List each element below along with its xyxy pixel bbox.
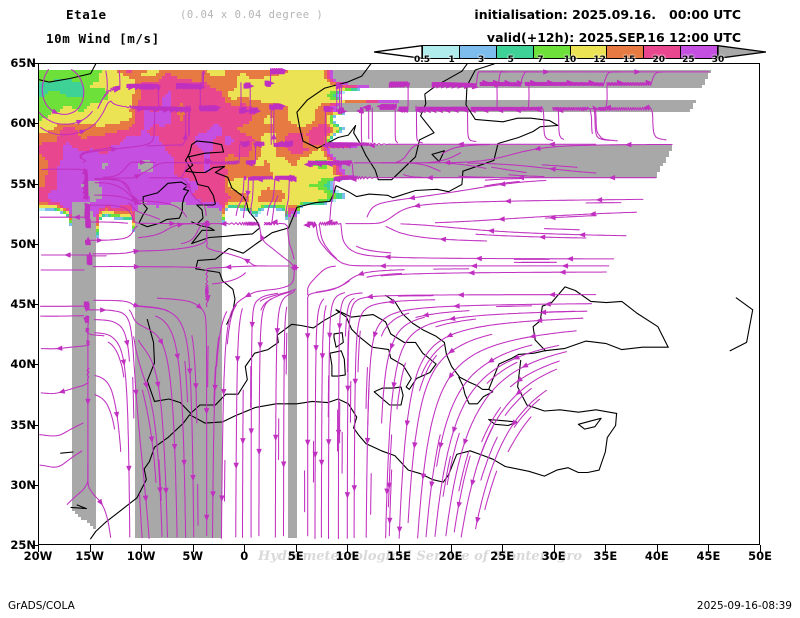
colorbar-tick-0.5: 0.5 [414, 55, 430, 65]
lon-tick-mark [89, 545, 91, 552]
colorbar-band-7 [680, 46, 717, 58]
lon-tick-mark [192, 545, 194, 552]
lon-tick-mark [760, 545, 761, 552]
colorbar-band-2 [495, 46, 533, 58]
footer-timestamp-label: 2025-09-16-08:39 [696, 600, 792, 612]
lon-tick-mark [708, 545, 710, 552]
colorbar-low-arrow-icon [374, 45, 422, 59]
colorbar-tick-15: 15 [622, 55, 636, 65]
lon-tick-mark [502, 545, 504, 552]
lon-tick-mark [450, 545, 452, 552]
model-resolution-label: (0.04 x 0.04 degree ) [180, 9, 324, 21]
lat-tick-mark [31, 123, 38, 125]
lon-tick-label-40E: 40E [644, 549, 669, 563]
coastlines [39, 64, 754, 540]
map-plot-area[interactable] [38, 63, 760, 545]
lon-tick-label-20E: 20E [438, 549, 463, 563]
colorbar-tick-12: 12 [593, 55, 606, 65]
colorbar-band-4 [569, 46, 607, 58]
lon-tick-label-15E: 15E [387, 549, 411, 563]
model-name-label: Eta1e [66, 7, 107, 22]
streamline-arrowheads [51, 67, 653, 534]
lat-tick-mark [31, 304, 38, 305]
lon-tick-label-5W: 5W [182, 549, 204, 563]
lon-tick-label-20W: 20W [23, 549, 53, 563]
lon-tick-label-10E: 10E [335, 549, 360, 563]
initialisation-label: initialisation: 2025.09.16. 00:00 UTC [474, 7, 741, 22]
lat-tick-label-45N: 45N [10, 297, 36, 311]
lon-tick-mark [295, 545, 297, 552]
colorbar [374, 45, 766, 59]
colorbar-tick-1: 1 [448, 55, 455, 65]
lat-tick-mark [31, 545, 38, 546]
lat-tick-label-25N: 25N [10, 538, 36, 552]
lat-tick-label-65N: 65N [10, 56, 36, 70]
lon-tick-label-0: 0 [240, 549, 249, 563]
lat-tick-mark [31, 364, 38, 366]
valid-time-label: valid(+12h): 2025.SEP.16 12:00 UTC [486, 30, 741, 45]
colorbar-tick-10: 10 [563, 55, 577, 65]
lon-tick-label-10W: 10W [126, 549, 156, 563]
colorbar-tick-20: 20 [652, 55, 666, 65]
wind-speed-shading [39, 70, 711, 538]
colorbar-tick-25: 25 [682, 55, 695, 65]
lat-tick-label-40N: 40N [10, 357, 36, 372]
lon-tick-mark [347, 545, 349, 552]
lat-tick-mark [31, 63, 38, 64]
lon-tick-mark [553, 545, 555, 552]
variable-label: 10m Wind [m/s] [46, 31, 160, 46]
colorbar-tick-labels: 0.5 1 3 5 7 10 12 15 20 25 30 [374, 55, 766, 67]
lat-tick-label-50N: 50N [10, 236, 36, 251]
lon-tick-mark [141, 545, 143, 552]
lon-tick-mark [605, 545, 607, 552]
watermark-label: Hydrometeorological Service of Montenegr… [258, 549, 583, 564]
lon-tick-label-15W: 15W [75, 549, 104, 563]
lon-tick-label-35E: 35E [593, 549, 618, 563]
colorbar-band-5 [606, 46, 644, 58]
lon-tick-mark [399, 545, 400, 552]
lat-tick-label-55N: 55N [10, 176, 36, 191]
lon-tick-label-45E: 45E [696, 549, 721, 563]
colorbar-bands [422, 45, 718, 59]
lon-tick-label-25E: 25E [490, 549, 515, 563]
lon-tick-label-30E: 30E [541, 549, 566, 563]
map-canvas [39, 64, 754, 540]
lon-tick-label-5E: 5E [287, 549, 304, 563]
colorbar-tick-3: 3 [478, 55, 485, 65]
lon-tick-mark [244, 545, 246, 552]
lat-tick-mark [31, 484, 38, 486]
colorbar-tick-5: 5 [507, 55, 514, 65]
lon-tick-mark [656, 545, 658, 552]
footer-credit-label: GrADS/COLA [8, 600, 75, 612]
lat-tick-mark [31, 424, 38, 426]
lat-tick-label-30N: 30N [10, 477, 36, 492]
lat-tick-mark [31, 183, 38, 185]
lon-tick-mark [38, 545, 39, 552]
colorbar-high-arrow-icon [718, 45, 766, 59]
lat-tick-mark [31, 243, 38, 245]
colorbar-band-1 [458, 46, 496, 58]
wind-streamlines [39, 68, 710, 540]
colorbar-tick-30: 30 [711, 55, 725, 65]
lat-tick-label-35N: 35N [10, 417, 36, 432]
lat-tick-label-60N: 60N [10, 116, 36, 131]
lon-tick-label-50E: 50E [748, 549, 772, 563]
colorbar-band-6 [643, 46, 681, 58]
colorbar-band-3 [532, 46, 570, 58]
colorbar-tick-7: 7 [537, 55, 544, 65]
colorbar-band-0 [423, 46, 459, 58]
